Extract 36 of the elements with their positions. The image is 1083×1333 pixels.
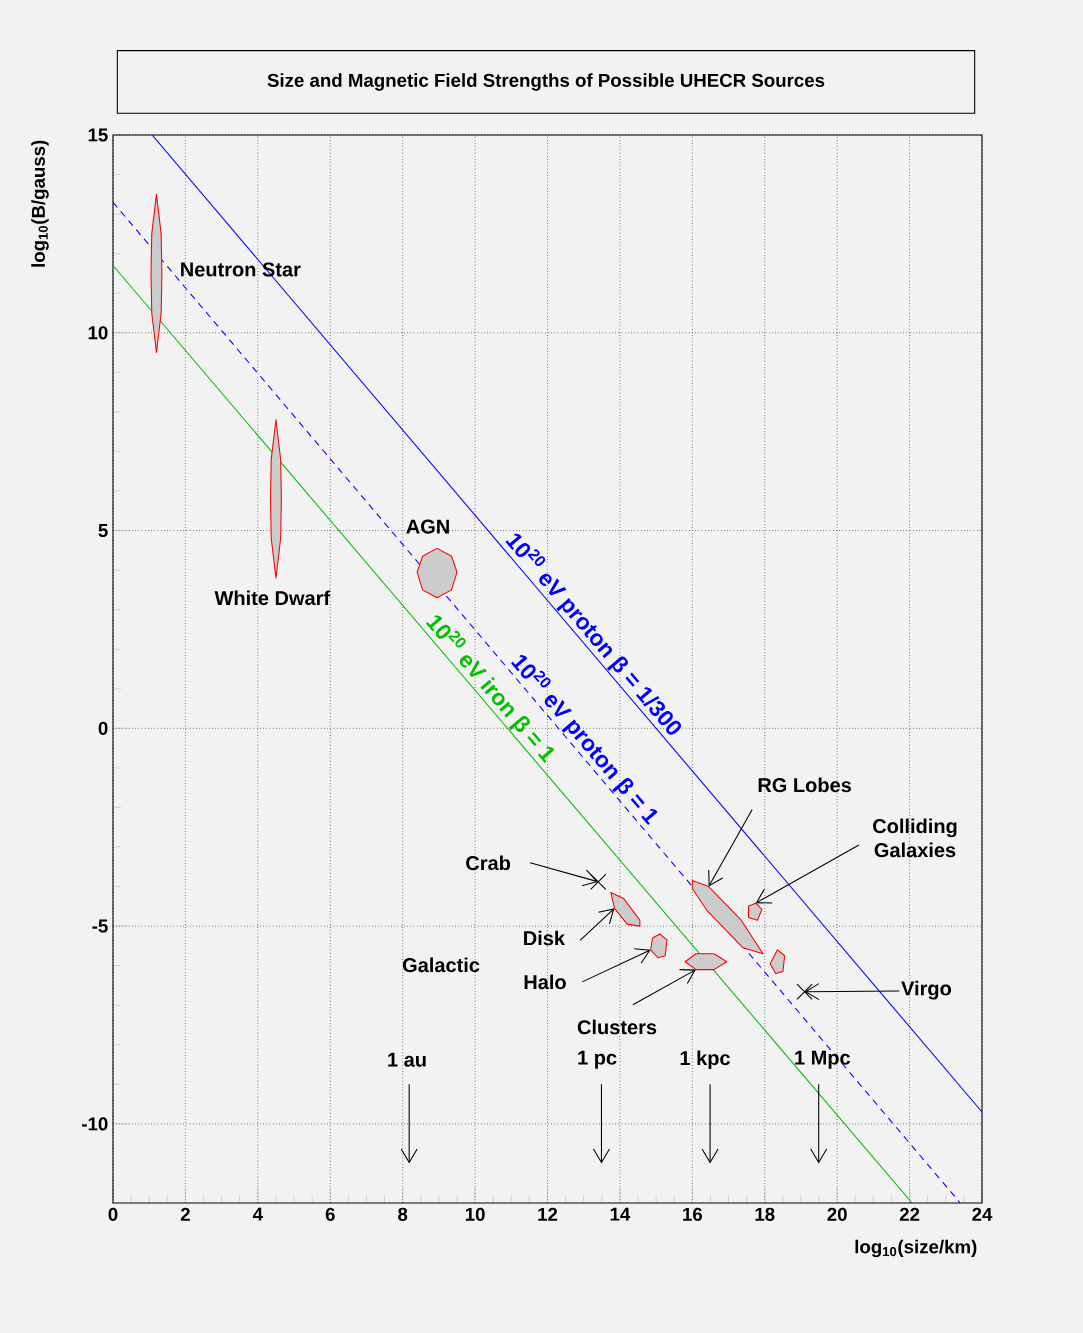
x-tick-label: 4 xyxy=(252,1207,263,1221)
y-tick-label: -5 xyxy=(92,919,108,933)
x-tick-label: 14 xyxy=(610,1207,631,1221)
annotation: 1 Mpc xyxy=(795,1050,851,1069)
x-tick-label: 22 xyxy=(899,1207,920,1221)
y-tick-label: 10 xyxy=(88,326,108,340)
annotation: Disk xyxy=(524,930,566,946)
annotation: Virgo xyxy=(901,980,952,1000)
annotation: Crab xyxy=(466,855,511,871)
x-tick-label: 10 xyxy=(465,1207,485,1221)
x-tick-label: 8 xyxy=(398,1207,408,1221)
annotation: AGN xyxy=(406,519,449,534)
y-tick-label: 5 xyxy=(98,524,108,538)
x-axis-title: log$_{10}$(size/km) xyxy=(855,1239,977,1258)
annotation: Galactic xyxy=(402,957,480,973)
annotation: Clusters xyxy=(577,1019,657,1035)
annotation: Halo xyxy=(524,974,566,990)
x-tick-label: 12 xyxy=(538,1207,558,1221)
x-tick-label: 2 xyxy=(180,1207,190,1221)
annotation: White Dwarf xyxy=(214,590,331,606)
y-tick-label: 15 xyxy=(88,128,108,142)
x-tick-label: 20 xyxy=(827,1207,847,1221)
annotation: 1 pc xyxy=(578,1050,617,1069)
annotation: Colliding Galaxies xyxy=(873,818,957,858)
x-tick-label: 0 xyxy=(108,1207,118,1221)
annotation: 1 kpc xyxy=(680,1050,730,1070)
chart-title: Size and Magnetic Field Strengths of Possible UHECR Sources xyxy=(267,73,825,91)
x-tick-label: 18 xyxy=(755,1207,775,1221)
x-tick-label: 24 xyxy=(972,1207,993,1221)
y-tick-label: 0 xyxy=(98,721,108,735)
annotation: RG Lobes xyxy=(758,777,851,793)
x-tick-label: 6 xyxy=(325,1207,335,1221)
y-axis-title: log$_{10}$(B/gauss) xyxy=(31,140,49,267)
x-tick-label: 16 xyxy=(683,1207,703,1221)
annotation: 1 au xyxy=(388,1052,426,1067)
y-tick-label: -10 xyxy=(82,1117,108,1131)
